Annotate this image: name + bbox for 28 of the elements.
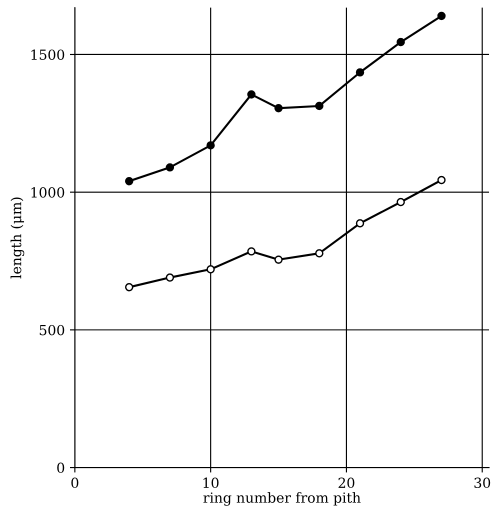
y-tick-label: 1500	[31, 49, 64, 60]
y-tick-label: 1000	[31, 187, 64, 198]
point	[206, 141, 215, 150]
x-tick-label: 30	[474, 478, 490, 488]
point	[166, 163, 174, 172]
y-tick-label: 500	[40, 324, 64, 336]
point	[166, 273, 174, 282]
point	[396, 38, 405, 46]
point	[125, 176, 134, 186]
point	[315, 102, 324, 110]
point	[356, 219, 364, 228]
point	[315, 249, 324, 258]
point	[437, 12, 446, 20]
point	[206, 265, 215, 274]
point	[247, 247, 256, 256]
x-axis-title: ring number from pith	[203, 492, 361, 506]
point	[396, 198, 405, 206]
point	[274, 104, 283, 112]
y-axis-title: length (μm)	[10, 197, 24, 278]
point	[125, 283, 134, 292]
point	[247, 90, 256, 99]
y-tick-label: 0	[57, 462, 64, 474]
x-tick-label: 10	[204, 478, 219, 488]
x-tick-label: 20	[338, 478, 354, 488]
point	[356, 68, 364, 77]
point	[274, 255, 283, 264]
point	[437, 176, 446, 184]
x-tick-label: 0	[71, 478, 78, 488]
